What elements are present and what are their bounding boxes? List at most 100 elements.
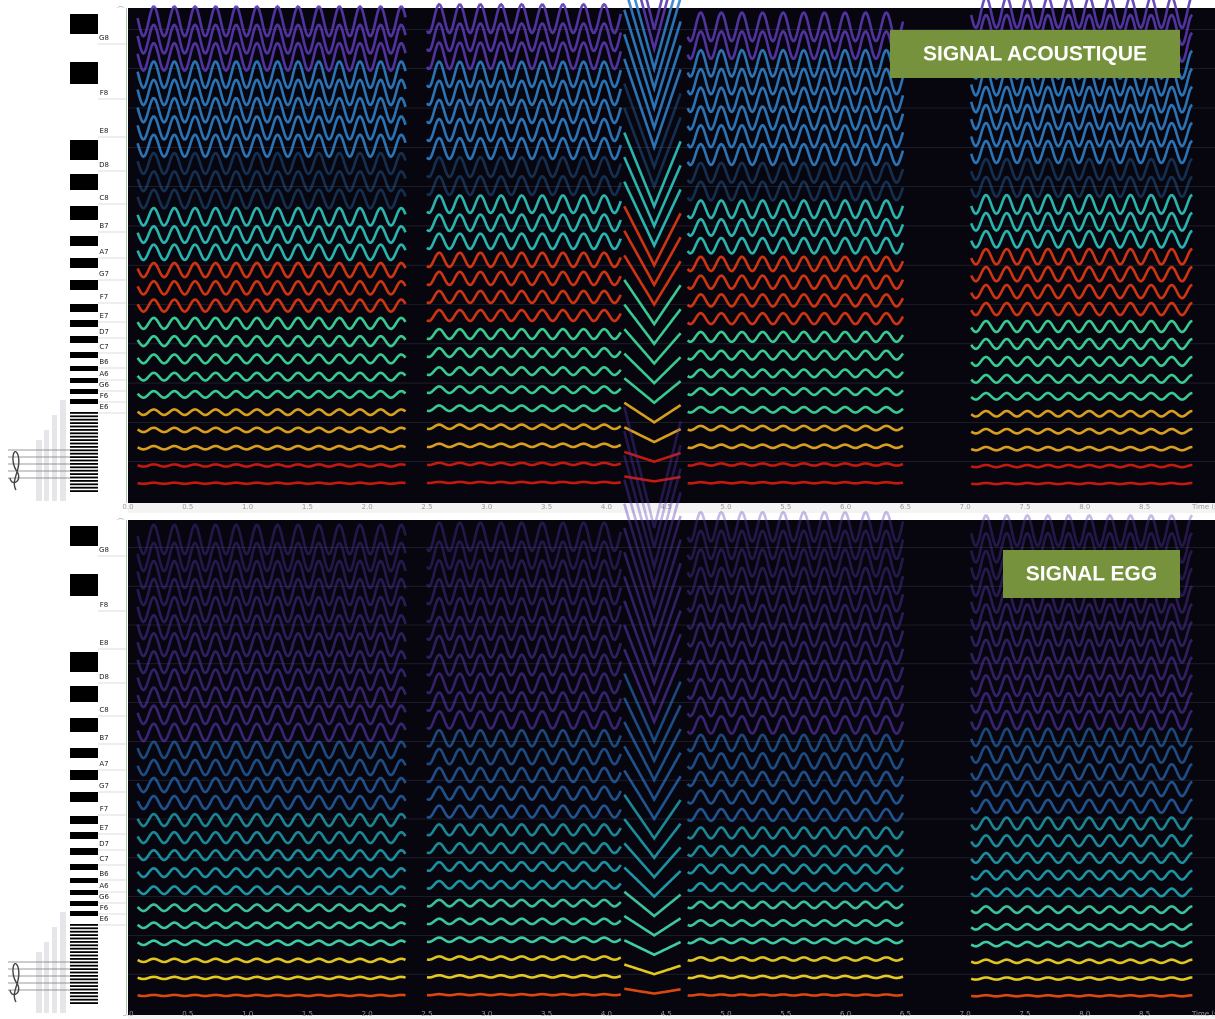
harmonic <box>686 368 904 379</box>
harmonic <box>687 918 904 928</box>
harmonic <box>136 722 407 743</box>
black-key <box>70 978 98 981</box>
harmonic <box>426 251 622 269</box>
time-tick-label: 0.5 <box>182 503 193 511</box>
harmonic <box>136 408 407 417</box>
harmonic <box>623 377 682 405</box>
time-tick-label: 7.0 <box>960 1010 971 1018</box>
harmonic <box>686 293 905 308</box>
black-key <box>70 941 98 943</box>
harmonic <box>686 67 905 96</box>
black-key <box>70 320 98 327</box>
black-key <box>70 911 98 916</box>
harmonic <box>136 59 407 90</box>
black-key <box>70 452 98 455</box>
harmonic <box>970 427 1193 435</box>
harmonic <box>970 247 1193 266</box>
harmonic <box>686 881 904 893</box>
time-tick-label: 4.0 <box>601 503 612 511</box>
time-tick-label: 2.0 <box>362 503 373 511</box>
black-key <box>70 490 98 492</box>
harmonic <box>136 848 407 862</box>
harmonic <box>686 510 905 544</box>
harmonic <box>426 289 622 305</box>
black-key <box>70 476 98 479</box>
harmonic <box>970 958 1193 965</box>
black-key <box>70 236 98 246</box>
time-tick-label: 6.0 <box>840 1010 851 1018</box>
note-label: F7 <box>100 293 108 301</box>
signal-tag-box <box>1003 550 1180 598</box>
harmonic <box>136 316 407 331</box>
black-key <box>70 473 98 475</box>
harmonic <box>970 301 1193 317</box>
harmonic <box>969 0 1192 30</box>
harmonic <box>136 188 407 210</box>
note-label: D8 <box>99 161 109 169</box>
harmonic <box>425 577 623 606</box>
level-bar <box>60 400 66 501</box>
harmonic <box>686 161 905 185</box>
harmonic <box>136 794 407 811</box>
harmonic <box>426 365 622 377</box>
black-key <box>70 985 98 987</box>
harmonic <box>970 798 1193 815</box>
harmonic <box>137 957 406 964</box>
black-key <box>70 442 98 445</box>
black-key <box>70 422 98 424</box>
harmonic <box>969 193 1193 216</box>
black-key <box>70 439 98 441</box>
harmonic <box>686 770 905 788</box>
harmonic <box>426 155 623 179</box>
black-key <box>70 258 98 268</box>
black-key <box>70 456 98 458</box>
harmonic <box>136 740 407 760</box>
note-label: E7 <box>100 824 109 832</box>
harmonic <box>623 551 682 649</box>
level-bar <box>44 430 49 501</box>
note-label: G7 <box>99 270 109 278</box>
harmonic <box>624 987 681 995</box>
black-key <box>70 832 98 839</box>
harmonic <box>425 2 623 35</box>
black-key <box>70 486 98 489</box>
harmonic <box>137 481 406 486</box>
harmonic <box>970 762 1193 781</box>
time-tick-label: 3.0 <box>481 503 492 511</box>
harmonic <box>426 461 622 467</box>
note-label: B7 <box>99 734 108 742</box>
harmonic <box>686 10 905 43</box>
harmonic <box>426 690 623 713</box>
harmonic <box>136 298 407 314</box>
harmonic <box>136 371 407 382</box>
harmonic <box>969 121 1193 148</box>
harmonic <box>970 337 1193 351</box>
harmonic <box>623 426 682 444</box>
black-key <box>70 280 98 290</box>
harmonic <box>969 85 1194 114</box>
harmonic <box>425 117 623 143</box>
harmonic <box>623 82 682 171</box>
harmonic <box>686 696 905 718</box>
note-label: E8 <box>100 127 109 135</box>
harmonic <box>136 353 407 365</box>
harmonic <box>623 430 682 548</box>
black-key <box>70 937 98 940</box>
harmonic <box>969 602 1193 631</box>
level-bar <box>44 942 49 1013</box>
black-key <box>70 415 98 418</box>
harmonic <box>136 151 407 176</box>
note-label: E8 <box>100 639 109 647</box>
harmonic <box>623 842 682 880</box>
harmonic <box>686 621 905 648</box>
harmonic <box>645 0 664 30</box>
level-bar <box>36 952 42 1013</box>
harmonic <box>426 804 622 819</box>
spectrogram-panel: 5001000150020002500300035004000450050005… <box>8 0 1215 513</box>
black-key <box>70 459 98 462</box>
note-label: C7 <box>99 343 108 351</box>
level-bar <box>36 440 42 501</box>
black-key <box>70 930 98 933</box>
time-tick-label: 2.5 <box>421 503 432 511</box>
harmonic <box>425 79 623 107</box>
